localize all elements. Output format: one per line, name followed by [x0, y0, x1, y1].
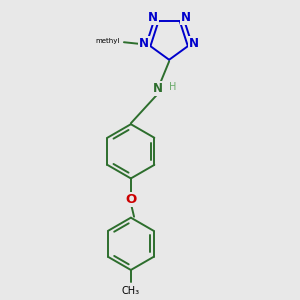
Text: N: N: [153, 82, 163, 95]
Text: CH₃: CH₃: [122, 286, 140, 296]
Text: N: N: [189, 37, 199, 50]
Text: N: N: [181, 11, 191, 25]
Text: methyl: methyl: [95, 38, 120, 44]
Text: N: N: [148, 11, 158, 25]
Text: N: N: [140, 37, 149, 50]
Text: O: O: [125, 193, 136, 206]
Text: H: H: [169, 82, 176, 92]
